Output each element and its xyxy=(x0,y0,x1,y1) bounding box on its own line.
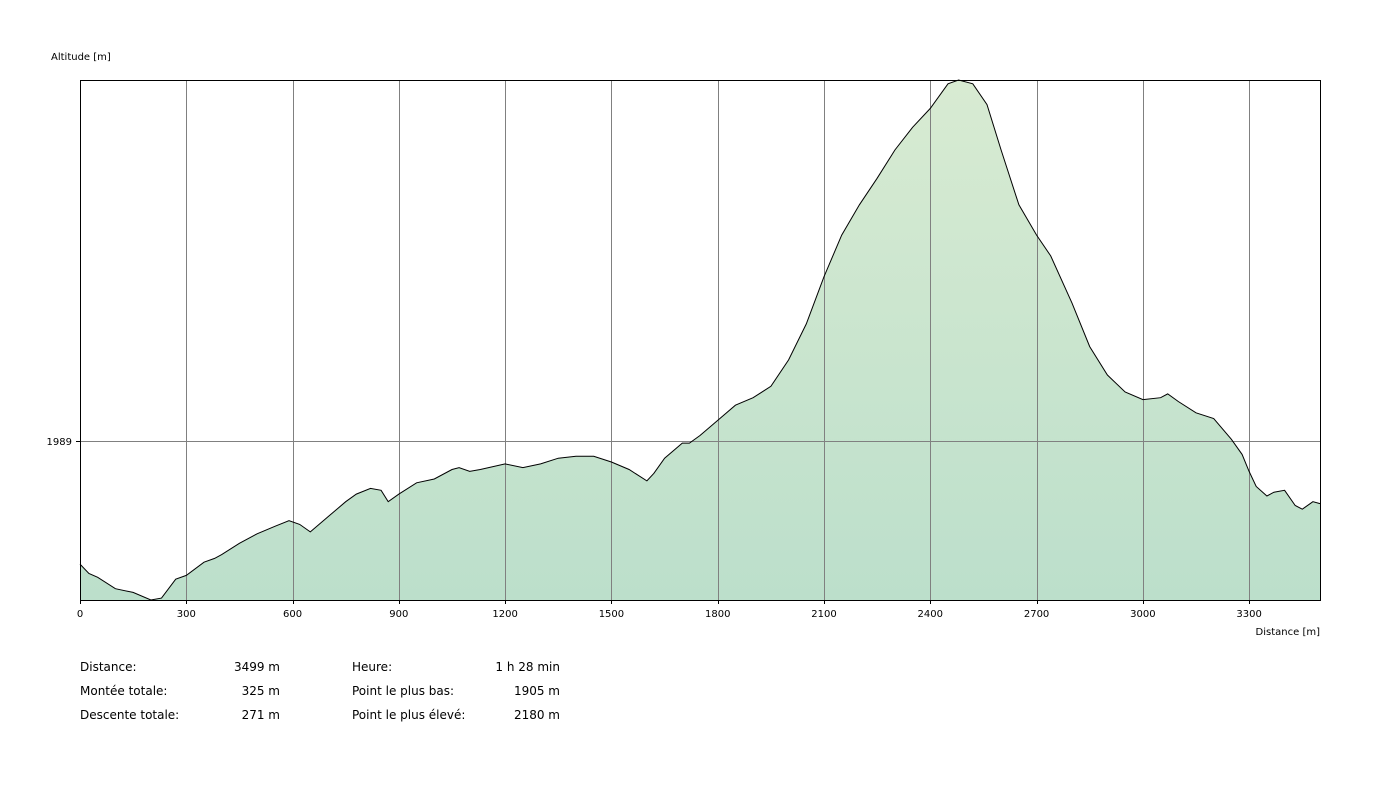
x-tick-label: 2700 xyxy=(1024,609,1049,620)
y-tick-labels: 1989 xyxy=(47,437,80,448)
x-tick-label: 1500 xyxy=(599,609,624,620)
stat-row: Montée totale: 325 m xyxy=(80,682,280,706)
plot-frame xyxy=(80,80,1321,601)
stat-label: Point le plus élevé: xyxy=(352,708,466,722)
x-tick-label: 300 xyxy=(177,609,196,620)
elevation-chart: Altitude [m] 0 300 600 900 1200 1500 1800 2100 2… xyxy=(47,52,1321,638)
x-tick-label: 1200 xyxy=(492,609,517,620)
grid-layer xyxy=(80,80,1320,600)
stat-label: Descente totale: xyxy=(80,708,180,722)
x-axis-title: Distance [m] xyxy=(1256,627,1321,638)
x-tick-label: 600 xyxy=(283,609,302,620)
line-layer xyxy=(79,79,1321,601)
stats-left: Distance: 3499 m Montée totale: 325 m De… xyxy=(80,658,280,730)
stat-row: Heure: 1 h 28 min xyxy=(352,658,560,682)
x-tick-label: 3300 xyxy=(1236,609,1261,620)
area-layer xyxy=(80,80,1320,600)
elevation-line xyxy=(79,79,1321,601)
stat-value: 2180 m xyxy=(513,708,560,722)
stat-value: 271 m xyxy=(241,708,280,722)
stat-row: Point le plus bas: 1905 m xyxy=(352,682,560,706)
stat-value: 3499 m xyxy=(233,660,280,674)
elevation-area xyxy=(80,80,1320,600)
stat-label: Distance: xyxy=(80,660,137,674)
y-tick-label: 1989 xyxy=(47,437,72,448)
stat-value: 325 m xyxy=(241,684,280,698)
x-tick-label: 3000 xyxy=(1130,609,1155,620)
stat-label: Point le plus bas: xyxy=(352,684,455,698)
stat-value: 1 h 28 min xyxy=(495,660,560,674)
stat-row: Descente totale: 271 m xyxy=(80,706,280,730)
stat-value: 1905 m xyxy=(513,684,560,698)
y-axis-title: Altitude [m] xyxy=(51,52,111,63)
x-tick-label: 900 xyxy=(389,609,408,620)
x-tick-label: 2400 xyxy=(918,609,943,620)
stat-row: Point le plus élevé: 2180 m xyxy=(352,706,560,730)
stat-label: Heure: xyxy=(352,660,393,674)
x-tick-label: 2100 xyxy=(811,609,836,620)
stat-label: Montée totale: xyxy=(80,684,168,698)
stat-row: Distance: 3499 m xyxy=(80,658,280,682)
stats-right: Heure: 1 h 28 min Point le plus bas: 190… xyxy=(352,658,560,730)
x-tick-label: 0 xyxy=(77,609,83,620)
x-tick-labels: 0 300 600 900 1200 1500 1800 2100 2400 2700 3000 33… xyxy=(77,600,1262,620)
x-tick-label: 1800 xyxy=(705,609,730,620)
